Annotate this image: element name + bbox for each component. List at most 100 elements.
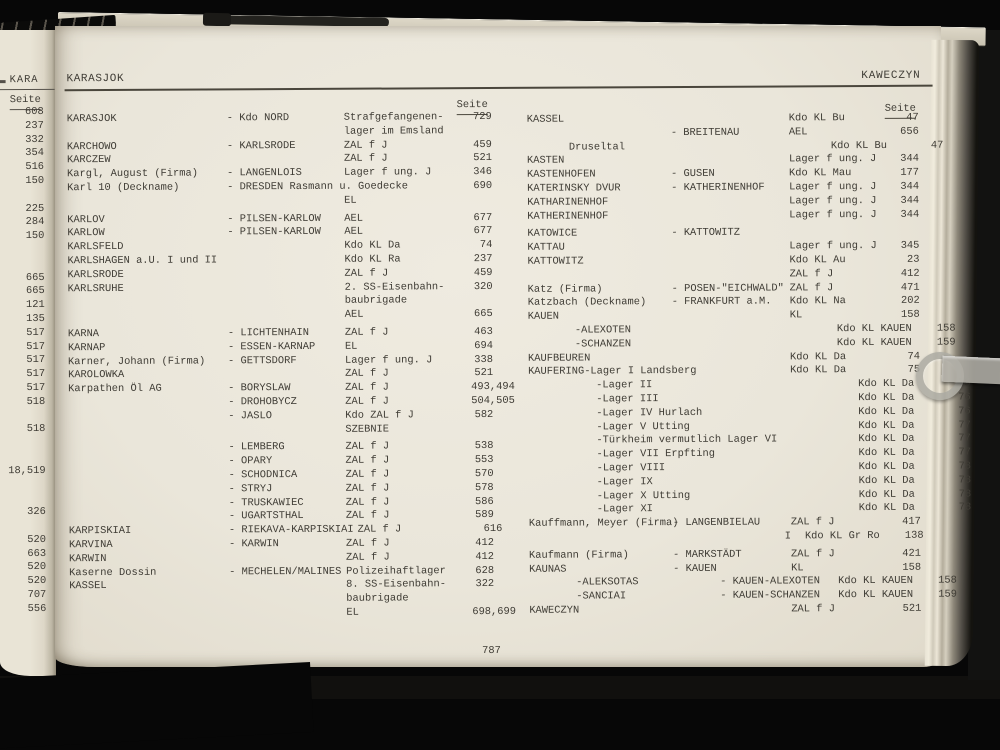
entry-name: KAUNAS [529, 563, 673, 578]
entry-name: KARNAP [68, 341, 228, 356]
entry-page: 729 [470, 111, 492, 125]
entry-name: KARWIN [69, 552, 229, 567]
entry-subname: - PILSEN-KARLOW [227, 226, 344, 240]
entry-name: KAWECZYN [529, 604, 673, 619]
entry-type: ZAL f J [345, 381, 471, 395]
entry-name: KASSEL [69, 580, 229, 595]
entry-name: KASTEN [527, 154, 671, 169]
entry-type: AEL [344, 212, 470, 226]
entry-subname: - TRUSKAWIEC [229, 496, 346, 510]
running-head-left: KARASJOK [66, 73, 124, 87]
entry-page: 521 [891, 603, 921, 617]
entry-page: 138 [905, 530, 921, 544]
entry-row: EL [67, 194, 492, 210]
entry-name: KAUFBEUREN [528, 352, 672, 367]
entry-type: ZAL f J [790, 281, 890, 295]
entry-subname: - KARLSRODE [227, 139, 344, 153]
entry-subname: - PILSEN-KARLOW [227, 212, 344, 226]
entry-subname: - STRYJ [229, 482, 346, 496]
entry-name: -Lager VIII [529, 462, 741, 477]
entry-page: 346 [470, 166, 492, 180]
entry-page: 412 [472, 537, 494, 551]
entry-type: ZAL f J [344, 139, 470, 153]
entry-name: -ALEKSOTAS [529, 576, 720, 591]
page-number: 787 [469, 645, 513, 659]
entry-type [789, 226, 889, 240]
entry-subname: - KARWIN [229, 538, 346, 552]
entry-name [68, 455, 228, 470]
entry-type: ZAL f J [345, 267, 471, 281]
entry-type: Kdo ZAL f J [345, 409, 471, 423]
entry-name: -Lager III [528, 393, 740, 408]
entry-type: Kdo KL Na [790, 295, 890, 309]
entry-type: Kdo KL Da [858, 405, 958, 419]
entry-page [472, 592, 494, 606]
entry-type: ZAL f J [345, 454, 471, 468]
entry-name: KATOWICE [527, 227, 671, 242]
entry-name: KATHERINENHOF [527, 210, 671, 225]
entry-page: 47 [889, 112, 919, 126]
entry-page: 459 [470, 139, 492, 153]
entry-subname [671, 112, 789, 126]
entry-page: 589 [472, 509, 494, 523]
entry-name: -Lager XI [529, 503, 741, 518]
entry-name: KARLSRUHE [68, 282, 228, 297]
entry-type: Kdo KL KAUEN [838, 589, 938, 603]
entry-page: 538 [471, 440, 493, 454]
entry-page: 421 [891, 547, 921, 561]
entry-subname: - ESSEN-KARNAP [228, 341, 345, 355]
entry-subname [228, 281, 345, 295]
entry-name: KARLSHAGEN a.U. I und II [67, 254, 227, 269]
entry-subname [229, 593, 346, 607]
entry-name: Kaufmann (Firma) [529, 549, 673, 564]
entry-row: SZEBNIE [68, 423, 493, 439]
entry-type: Kdo KL Da [344, 239, 470, 253]
entry-subname: - LEMBERG [228, 441, 345, 455]
entry-subname: - DRESDEN Rasmann u. Goedecke [227, 181, 344, 195]
entry-subname [672, 310, 790, 324]
entry-type: Lager f ung. J [345, 354, 471, 368]
entry-type: ZAL f J [345, 440, 471, 454]
entry-subname [227, 240, 344, 254]
entry-subname: - LICHTENHAIN [228, 327, 345, 341]
entry-type: 8. SS-Eisenbahn- [346, 578, 472, 592]
entry-type: Kdo KL Da [790, 364, 890, 378]
entry-type: Kdo KL Ra [344, 253, 470, 267]
entry-subname [671, 154, 789, 168]
entry-page: 74 [470, 239, 492, 253]
entry-page: 158 [890, 309, 920, 323]
entry-type: KL [790, 309, 890, 323]
entry-name: KARPISKIAI [69, 524, 229, 539]
entry-type: Kdo KL Da [858, 433, 958, 447]
entry-page: 690 [470, 180, 492, 194]
entry-subname [740, 392, 858, 406]
entry-name: -Lager VII Erpfting [528, 448, 740, 463]
entry-type: Lager f ung. J [789, 240, 889, 254]
entry-subname: - LANGENLOIS [227, 167, 344, 181]
entry-type: 2. SS-Eisenbahn- [345, 281, 471, 295]
entry-type: Lager f ung. J [789, 208, 889, 222]
entry-page: 344 [889, 181, 919, 195]
entry-type: ZAL f J [344, 152, 470, 166]
entry-type: lager im Emsland [344, 125, 470, 139]
entry-page: 322 [472, 578, 494, 592]
entry-page: 412 [472, 551, 494, 565]
entry-subname: - KATTOWITZ [671, 227, 789, 241]
entry-page: 493,494 [471, 381, 493, 395]
entry-name: Katz (Firma) [528, 283, 672, 298]
entry-type: baubrigade [345, 294, 471, 308]
entry-type: SZEBNIE [345, 423, 471, 437]
entry-page: 656 [889, 126, 919, 140]
entry-name: KASTENHOFEN [527, 168, 671, 183]
entry-subname [741, 489, 859, 503]
entry-page: 344 [889, 153, 919, 167]
entry-page: 320 [471, 281, 493, 295]
page-corner-shadow [0, 662, 314, 750]
entry-name: -Lager X Utting [529, 489, 741, 504]
entry-page: 504,505 [471, 395, 493, 409]
entry-name [529, 531, 673, 546]
entry-subname [741, 502, 859, 516]
